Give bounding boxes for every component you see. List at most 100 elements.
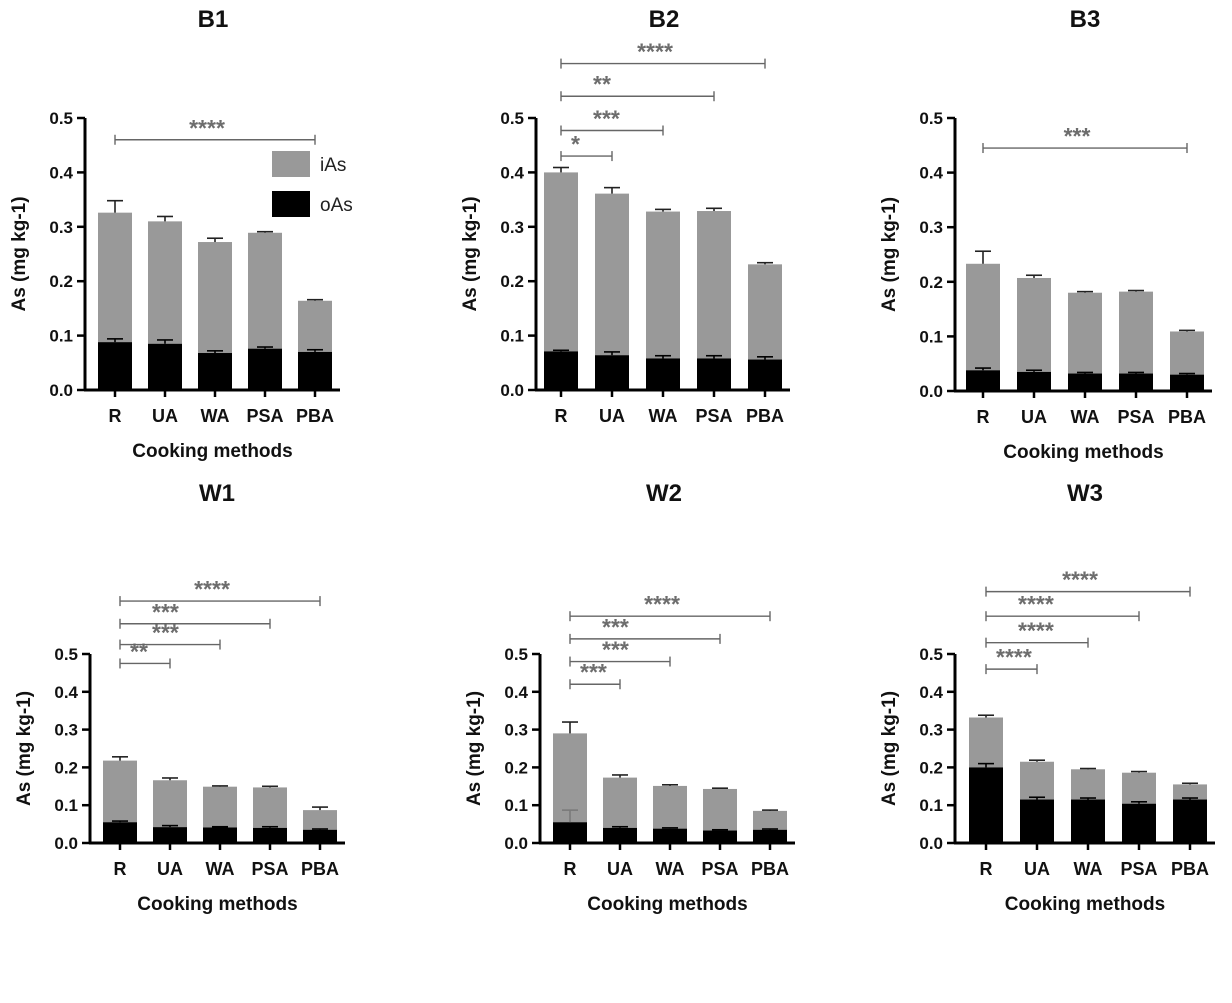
y-tick-label: 0.3: [500, 218, 524, 237]
bar-iAs-UA: [153, 780, 187, 828]
significance-stars: ****: [996, 644, 1032, 670]
x-tick-label: UA: [599, 406, 625, 426]
bar-oAs-WA: [646, 358, 680, 390]
y-tick-label: 0.5: [500, 109, 524, 128]
significance-stars: ****: [637, 39, 673, 65]
y-tick-label: 0.5: [504, 645, 528, 664]
bar-iAs-UA: [603, 777, 637, 828]
x-tick-label: R: [977, 407, 990, 427]
y-tick-label: 0.0: [500, 381, 524, 400]
y-tick-label: 0.4: [49, 163, 73, 182]
x-tick-label: WA: [656, 859, 685, 879]
x-tick-label: PBA: [1171, 859, 1209, 879]
significance-bracket: ****: [985, 644, 1038, 675]
bar-oAs-UA: [1017, 371, 1051, 391]
y-tick-label: 0.0: [504, 834, 528, 853]
bar-oAs-R: [103, 822, 137, 843]
bar-iAs-WA: [646, 211, 680, 359]
bar-oAs-PBA: [1173, 799, 1207, 843]
y-tick-label: 0.4: [919, 683, 943, 702]
y-tick-label: 0.5: [54, 645, 78, 664]
x-tick-label: R: [109, 406, 122, 426]
y-tick-label: 0.1: [504, 796, 528, 815]
y-tick-label: 0.2: [504, 758, 528, 777]
x-tick-label: UA: [152, 406, 178, 426]
bar-oAs-PBA: [1170, 374, 1204, 391]
x-tick-label: WA: [206, 859, 235, 879]
y-tick-label: 0.2: [500, 272, 524, 291]
bar-oAs-UA: [603, 827, 637, 843]
significance-stars: ***: [602, 614, 629, 640]
x-axis-label: Cooking methods: [137, 894, 297, 915]
bar-oAs-R: [966, 370, 1000, 391]
bar-iAs-UA: [1017, 277, 1051, 372]
legend-label-oAs: oAs: [320, 195, 353, 216]
x-tick-label: R: [564, 859, 577, 879]
x-tick-label: PSA: [701, 859, 738, 879]
y-tick-label: 0.3: [919, 721, 943, 740]
bar-iAs-PBA: [753, 810, 787, 830]
significance-bracket: ***: [982, 123, 1188, 154]
significance-stars: ***: [593, 106, 620, 132]
bar-iAs-PBA: [1173, 784, 1207, 800]
significance-bracket: **: [560, 71, 715, 102]
x-tick-label: UA: [157, 859, 183, 879]
y-tick-label: 0.1: [919, 327, 943, 346]
significance-bracket: ***: [560, 106, 664, 136]
bar-oAs-WA: [203, 827, 237, 843]
x-tick-label: PBA: [1168, 407, 1206, 427]
x-tick-label: PSA: [1117, 407, 1154, 427]
bar-iAs-WA: [198, 242, 232, 354]
bar-iAs-PBA: [303, 810, 337, 830]
x-tick-label: PBA: [296, 406, 334, 426]
x-tick-label: WA: [1071, 407, 1100, 427]
x-tick-label: PBA: [746, 406, 784, 426]
x-axis-label: Cooking methods: [132, 441, 292, 462]
x-tick-label: WA: [1074, 859, 1103, 879]
y-axis-label: As (mg kg-1): [464, 691, 485, 806]
panel-B3: B3 R UA WA PSA PBA 0.0 0.1 0.2 0.3 0.4 0.5 As (mg kg…: [879, 6, 1212, 463]
y-tick-label: 0.2: [49, 272, 73, 291]
significance-stars: *: [571, 131, 580, 157]
x-tick-label: UA: [607, 859, 633, 879]
x-tick-label: UA: [1024, 859, 1050, 879]
bar-iAs-PSA: [1119, 291, 1153, 374]
significance-bracket: ****: [119, 576, 321, 607]
panel-title: B3: [1070, 6, 1101, 33]
bar-iAs-PSA: [703, 788, 737, 831]
legend-swatch-iAs: [272, 151, 310, 177]
significance-bracket: ****: [560, 39, 766, 69]
bar-iAs-UA: [595, 193, 629, 356]
bar-iAs-R: [553, 733, 587, 823]
bar-iAs-UA: [1020, 761, 1054, 800]
y-axis-label: As (mg kg-1): [879, 691, 900, 806]
x-tick-label: WA: [201, 406, 230, 426]
significance-bracket: ***: [569, 637, 671, 667]
x-tick-label: PSA: [1120, 859, 1157, 879]
x-tick-label: UA: [1021, 407, 1047, 427]
bar-oAs-UA: [153, 827, 187, 843]
bar-oAs-WA: [653, 828, 687, 843]
significance-stars: ***: [1064, 123, 1091, 149]
bar-oAs-PSA: [253, 827, 287, 843]
bar-iAs-PBA: [1170, 331, 1204, 375]
bar-iAs-WA: [1071, 769, 1105, 800]
bar-iAs-PSA: [253, 787, 287, 828]
y-tick-label: 0.5: [919, 109, 943, 128]
y-tick-label: 0.2: [919, 758, 943, 777]
y-tick-label: 0.2: [54, 758, 78, 777]
bar-iAs-WA: [653, 785, 687, 829]
panel-title: B2: [649, 6, 680, 33]
bar-oAs-R: [544, 351, 578, 390]
bar-iAs-WA: [1068, 292, 1102, 374]
bar-oAs-WA: [1071, 799, 1105, 843]
y-tick-label: 0.3: [504, 721, 528, 740]
y-axis-label: As (mg kg-1): [9, 196, 30, 311]
bar-iAs-PSA: [1122, 772, 1156, 804]
bar-iAs-PBA: [298, 300, 332, 352]
bar-iAs-R: [98, 212, 132, 343]
y-tick-label: 0.0: [54, 834, 78, 853]
bar-iAs-UA: [148, 221, 182, 344]
panel-title: B1: [198, 6, 229, 33]
